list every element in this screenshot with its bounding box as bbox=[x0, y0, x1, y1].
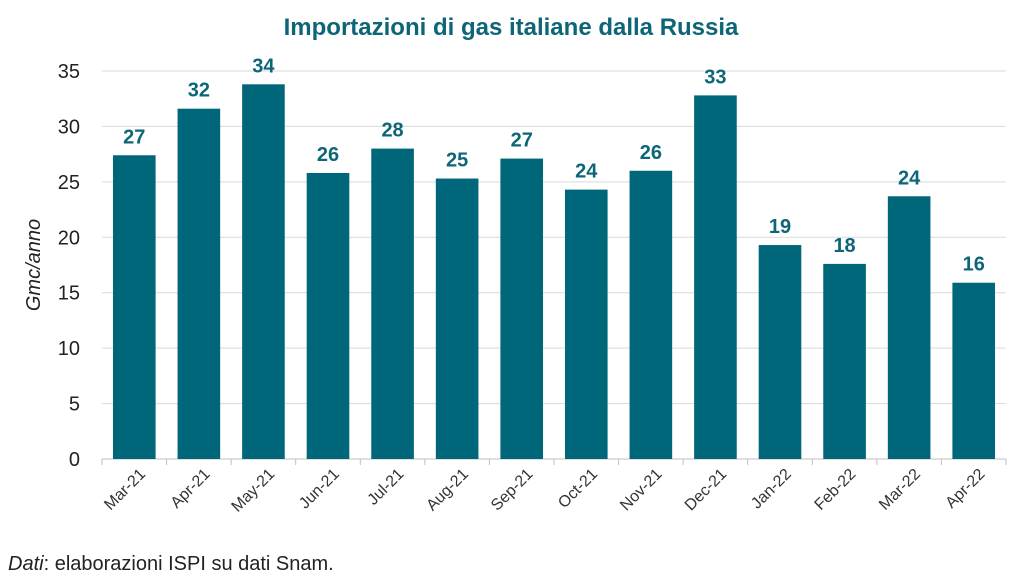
bar-Aug-21 bbox=[435, 178, 479, 459]
data-label: 27 bbox=[123, 126, 145, 148]
bar-Dec-21 bbox=[694, 95, 737, 459]
x-tick-label: Mar-21 bbox=[101, 466, 149, 514]
source-text: : elaborazioni ISPI su dati Snam. bbox=[43, 553, 334, 575]
x-tick-label: Feb-22 bbox=[812, 466, 860, 514]
data-label: 28 bbox=[381, 120, 403, 142]
y-tick-label: 10 bbox=[58, 338, 80, 360]
data-label: 24 bbox=[898, 167, 921, 189]
bar-Mar-22 bbox=[887, 196, 931, 460]
data-label: 27 bbox=[511, 130, 533, 152]
x-tick-label: Aug-21 bbox=[423, 466, 472, 515]
chart-title: Importazioni di gas italiane dalla Russi… bbox=[283, 14, 739, 41]
bar-Jan-22 bbox=[758, 245, 802, 459]
bar-Jul-21 bbox=[371, 148, 414, 459]
data-label: 26 bbox=[640, 142, 662, 164]
y-tick-label: 30 bbox=[58, 116, 80, 138]
data-label: 19 bbox=[769, 216, 791, 238]
data-label: 25 bbox=[446, 150, 468, 172]
bar-Feb-22 bbox=[823, 263, 866, 459]
x-tick-label: May-21 bbox=[229, 466, 279, 516]
y-tick-label: 25 bbox=[58, 172, 80, 194]
bar-Sep-21 bbox=[500, 158, 544, 459]
data-label: 33 bbox=[704, 66, 726, 88]
x-tick-label: Apr-22 bbox=[943, 466, 989, 512]
x-tick-label: Jun-21 bbox=[296, 466, 343, 513]
x-tick-label: Jul-21 bbox=[365, 466, 408, 509]
data-label: 34 bbox=[252, 55, 275, 77]
y-axis-title: Gmc/anno bbox=[23, 219, 45, 311]
bar-Apr-21 bbox=[177, 108, 221, 459]
x-tick-label: Oct-21 bbox=[555, 466, 601, 512]
bar-Oct-21 bbox=[564, 189, 608, 460]
bar-Jun-21 bbox=[306, 172, 350, 459]
bar-Apr-22 bbox=[952, 282, 996, 459]
x-tick-label: Sep-21 bbox=[488, 466, 537, 515]
data-label: 26 bbox=[317, 144, 339, 166]
bar-Mar-21 bbox=[112, 155, 156, 459]
x-tick-label: Dec-21 bbox=[682, 466, 731, 515]
data-label: 16 bbox=[963, 254, 985, 276]
x-tick-label: Mar-22 bbox=[876, 466, 924, 514]
data-label: 18 bbox=[833, 235, 855, 257]
data-label: 32 bbox=[188, 80, 210, 102]
source-label: Dati bbox=[8, 553, 44, 575]
y-tick-label: 5 bbox=[69, 394, 80, 416]
source-note: Dati: elaborazioni ISPI su dati Snam. bbox=[8, 553, 334, 576]
y-tick-label: 20 bbox=[58, 227, 80, 249]
bar-Nov-21 bbox=[629, 170, 673, 459]
y-tick-label: 35 bbox=[58, 61, 80, 83]
x-tick-label: Nov-21 bbox=[617, 466, 666, 515]
x-tick-label: Jan-22 bbox=[748, 466, 795, 513]
bar-May-21 bbox=[242, 84, 285, 459]
y-tick-label: 15 bbox=[58, 283, 80, 305]
data-label: 24 bbox=[575, 161, 598, 183]
y-tick-label: 0 bbox=[69, 449, 80, 471]
x-tick-label: Apr-21 bbox=[168, 466, 214, 512]
